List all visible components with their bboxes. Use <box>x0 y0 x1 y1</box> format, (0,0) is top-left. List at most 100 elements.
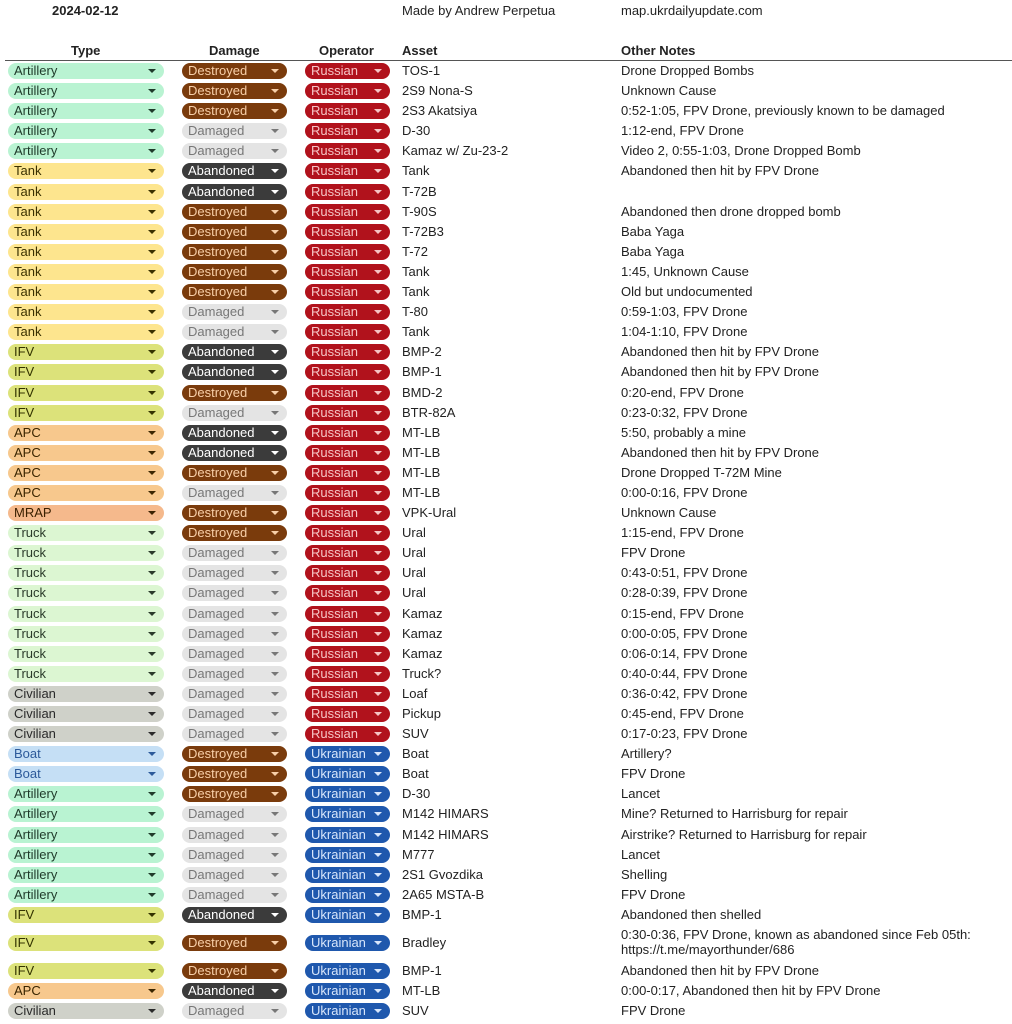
dropdown-arrow-icon[interactable] <box>148 490 156 495</box>
damage-dropdown[interactable]: Damaged <box>182 625 287 642</box>
damage-dropdown[interactable]: Damaged <box>182 685 287 702</box>
dropdown-arrow-icon[interactable] <box>374 109 382 114</box>
dropdown-arrow-icon[interactable] <box>374 772 382 777</box>
operator-dropdown[interactable]: Russian <box>305 183 390 200</box>
dropdown-arrow-icon[interactable] <box>148 531 156 536</box>
dropdown-arrow-icon[interactable] <box>148 611 156 616</box>
type-dropdown[interactable]: Truck <box>8 565 164 582</box>
operator-dropdown[interactable]: Russian <box>305 324 390 341</box>
operator-dropdown[interactable]: Russian <box>305 424 390 441</box>
dropdown-arrow-icon[interactable] <box>374 712 382 716</box>
operator-dropdown[interactable]: Russian <box>305 645 390 662</box>
operator-dropdown[interactable]: Russian <box>305 525 390 542</box>
dropdown-arrow-icon[interactable] <box>148 671 156 676</box>
damage-dropdown[interactable]: Abandoned <box>182 163 287 180</box>
dropdown-arrow-icon[interactable] <box>374 969 382 974</box>
dropdown-arrow-icon[interactable] <box>148 229 156 234</box>
operator-dropdown[interactable]: Russian <box>305 665 390 682</box>
dropdown-arrow-icon[interactable] <box>271 892 279 897</box>
dropdown-arrow-icon[interactable] <box>271 812 279 817</box>
dropdown-arrow-icon[interactable] <box>148 450 156 455</box>
dropdown-arrow-icon[interactable] <box>374 531 382 536</box>
operator-dropdown[interactable]: Russian <box>305 344 390 361</box>
dropdown-arrow-icon[interactable] <box>148 832 156 837</box>
dropdown-arrow-icon[interactable] <box>374 591 382 596</box>
dropdown-arrow-icon[interactable] <box>374 69 382 73</box>
dropdown-arrow-icon[interactable] <box>374 732 382 737</box>
damage-dropdown[interactable]: Destroyed <box>182 786 287 803</box>
operator-dropdown[interactable]: Russian <box>305 444 390 461</box>
dropdown-arrow-icon[interactable] <box>148 430 156 435</box>
dropdown-arrow-icon[interactable] <box>374 410 382 415</box>
damage-dropdown[interactable]: Destroyed <box>182 935 287 952</box>
operator-dropdown[interactable]: Ukrainian <box>305 886 390 903</box>
type-dropdown[interactable]: Artillery <box>8 143 164 160</box>
dropdown-arrow-icon[interactable] <box>148 249 156 254</box>
type-dropdown[interactable]: APC <box>8 464 164 481</box>
type-dropdown[interactable]: Tank <box>8 304 164 321</box>
dropdown-arrow-icon[interactable] <box>271 129 279 134</box>
damage-dropdown[interactable]: Destroyed <box>182 505 287 522</box>
damage-dropdown[interactable]: Damaged <box>182 565 287 582</box>
type-dropdown[interactable]: Truck <box>8 545 164 562</box>
dropdown-arrow-icon[interactable] <box>374 872 382 877</box>
damage-dropdown[interactable]: Damaged <box>182 886 287 903</box>
operator-dropdown[interactable]: Russian <box>305 706 390 722</box>
dropdown-arrow-icon[interactable] <box>271 969 279 974</box>
dropdown-arrow-icon[interactable] <box>374 571 382 576</box>
damage-dropdown[interactable]: Destroyed <box>182 243 287 260</box>
type-dropdown[interactable]: IFV <box>8 935 164 952</box>
dropdown-arrow-icon[interactable] <box>374 89 382 94</box>
damage-dropdown[interactable]: Abandoned <box>182 424 287 441</box>
type-dropdown[interactable]: Artillery <box>8 826 164 843</box>
dropdown-arrow-icon[interactable] <box>148 989 156 994</box>
dropdown-arrow-icon[interactable] <box>271 631 279 636</box>
dropdown-arrow-icon[interactable] <box>271 269 279 274</box>
type-dropdown[interactable]: Truck <box>8 585 164 602</box>
operator-dropdown[interactable]: Russian <box>305 223 390 240</box>
dropdown-arrow-icon[interactable] <box>374 249 382 254</box>
dropdown-arrow-icon[interactable] <box>148 109 156 114</box>
dropdown-arrow-icon[interactable] <box>148 470 156 475</box>
type-dropdown[interactable]: Artillery <box>8 886 164 903</box>
dropdown-arrow-icon[interactable] <box>148 1009 156 1014</box>
type-dropdown[interactable]: Truck <box>8 625 164 642</box>
dropdown-arrow-icon[interactable] <box>148 189 156 194</box>
damage-dropdown[interactable]: Damaged <box>182 545 287 562</box>
dropdown-arrow-icon[interactable] <box>271 591 279 596</box>
dropdown-arrow-icon[interactable] <box>271 671 279 676</box>
operator-dropdown[interactable]: Russian <box>305 83 390 100</box>
dropdown-arrow-icon[interactable] <box>271 912 279 917</box>
operator-dropdown[interactable]: Russian <box>305 103 390 120</box>
damage-dropdown[interactable]: Destroyed <box>182 766 287 783</box>
operator-dropdown[interactable]: Russian <box>305 625 390 642</box>
dropdown-arrow-icon[interactable] <box>374 430 382 435</box>
dropdown-arrow-icon[interactable] <box>374 129 382 134</box>
damage-dropdown[interactable]: Damaged <box>182 404 287 421</box>
type-dropdown[interactable]: Tank <box>8 223 164 240</box>
type-dropdown[interactable]: IFV <box>8 364 164 381</box>
dropdown-arrow-icon[interactable] <box>374 470 382 475</box>
damage-dropdown[interactable]: Abandoned <box>182 183 287 200</box>
dropdown-arrow-icon[interactable] <box>148 852 156 857</box>
operator-dropdown[interactable]: Russian <box>305 263 390 280</box>
dropdown-arrow-icon[interactable] <box>148 370 156 375</box>
damage-dropdown[interactable]: Damaged <box>182 1003 287 1020</box>
dropdown-arrow-icon[interactable] <box>374 752 382 757</box>
type-dropdown[interactable]: Tank <box>8 203 164 220</box>
dropdown-arrow-icon[interactable] <box>271 772 279 777</box>
dropdown-arrow-icon[interactable] <box>374 269 382 274</box>
damage-dropdown[interactable]: Destroyed <box>182 746 287 763</box>
operator-dropdown[interactable]: Russian <box>305 565 390 582</box>
dropdown-arrow-icon[interactable] <box>271 410 279 415</box>
type-dropdown[interactable]: MRAP <box>8 505 164 522</box>
operator-dropdown[interactable]: Russian <box>305 585 390 602</box>
dropdown-arrow-icon[interactable] <box>374 812 382 817</box>
type-dropdown[interactable]: Artillery <box>8 123 164 140</box>
type-dropdown[interactable]: IFV <box>8 344 164 361</box>
dropdown-arrow-icon[interactable] <box>271 390 279 395</box>
type-dropdown[interactable]: Civilian <box>8 685 164 702</box>
type-dropdown[interactable]: Artillery <box>8 806 164 823</box>
dropdown-arrow-icon[interactable] <box>148 941 156 946</box>
dropdown-arrow-icon[interactable] <box>374 169 382 174</box>
